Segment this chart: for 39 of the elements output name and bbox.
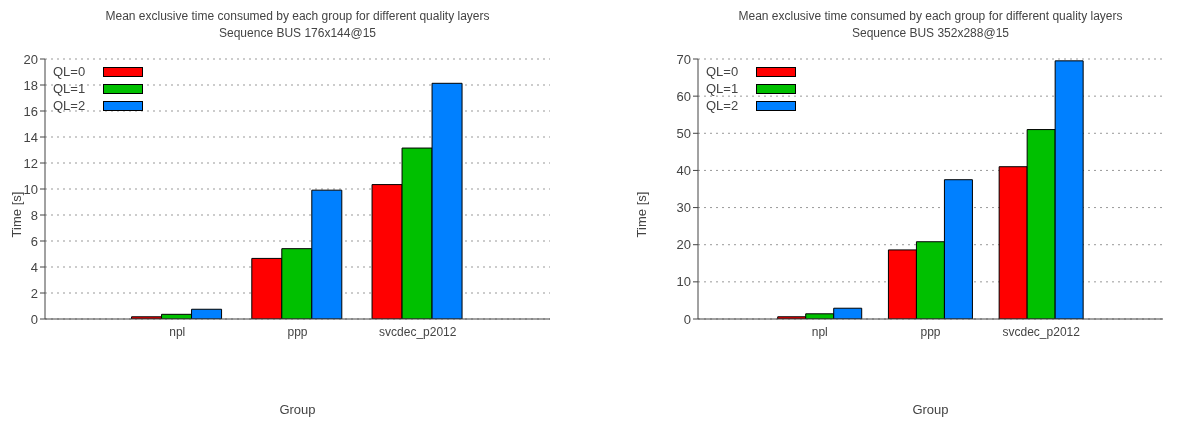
chart-subtitle: Sequence BUS 352x288@15: [851, 25, 1010, 42]
legend-label: QL=2: [53, 98, 87, 113]
legend-label: QL=2: [706, 98, 740, 113]
legend-label: QL=1: [706, 81, 740, 96]
y-tick-label: 6: [30, 233, 38, 249]
y-tick-label: 0: [30, 311, 38, 327]
y-tick-label: 10: [676, 274, 691, 290]
y-tick-label: 10: [23, 181, 38, 197]
y-tick-label: 20: [23, 51, 38, 67]
chart-title: Mean exclusive time consumed by each group for different quality layers: [104, 8, 491, 25]
chart-title: Mean exclusive time consumed by each group for different quality layers: [737, 8, 1124, 25]
x-axis-title: Group: [911, 402, 950, 417]
y-tick-label: 20: [676, 237, 691, 253]
legend-label: QL=1: [53, 81, 87, 96]
y-tick-label: 50: [676, 125, 691, 141]
x-tick-label: ppp: [920, 324, 941, 339]
y-tick-label: 60: [676, 88, 691, 104]
y-tick-label: 30: [676, 200, 691, 216]
x-tick-label: npl: [169, 324, 186, 339]
y-tick-label: 18: [23, 77, 38, 93]
y-tick-label: 12: [23, 155, 38, 171]
y-tick-label: 70: [676, 51, 691, 67]
y-tick-label: 14: [23, 129, 38, 145]
x-tick-label: npl: [811, 324, 828, 339]
y-tick-label: 4: [30, 259, 38, 275]
y-axis-title: Time [s]: [8, 191, 24, 240]
x-tick-label: svcdec_p2012: [1002, 324, 1081, 339]
chart-subtitle: Sequence BUS 176x144@15: [218, 25, 377, 42]
legend-label: QL=0: [53, 64, 87, 79]
y-tick-label: 0: [683, 311, 691, 327]
x-tick-label: ppp: [287, 324, 308, 339]
y-tick-label: 16: [23, 103, 38, 119]
x-tick-label: svcdec_p2012: [379, 324, 457, 339]
legend-label: QL=0: [706, 64, 740, 79]
y-axis-title: Time [s]: [633, 190, 649, 240]
y-tick-label: 2: [30, 285, 38, 301]
y-tick-label: 40: [676, 163, 691, 179]
y-tick-label: 8: [30, 207, 38, 223]
x-axis-title: Group: [278, 402, 317, 417]
